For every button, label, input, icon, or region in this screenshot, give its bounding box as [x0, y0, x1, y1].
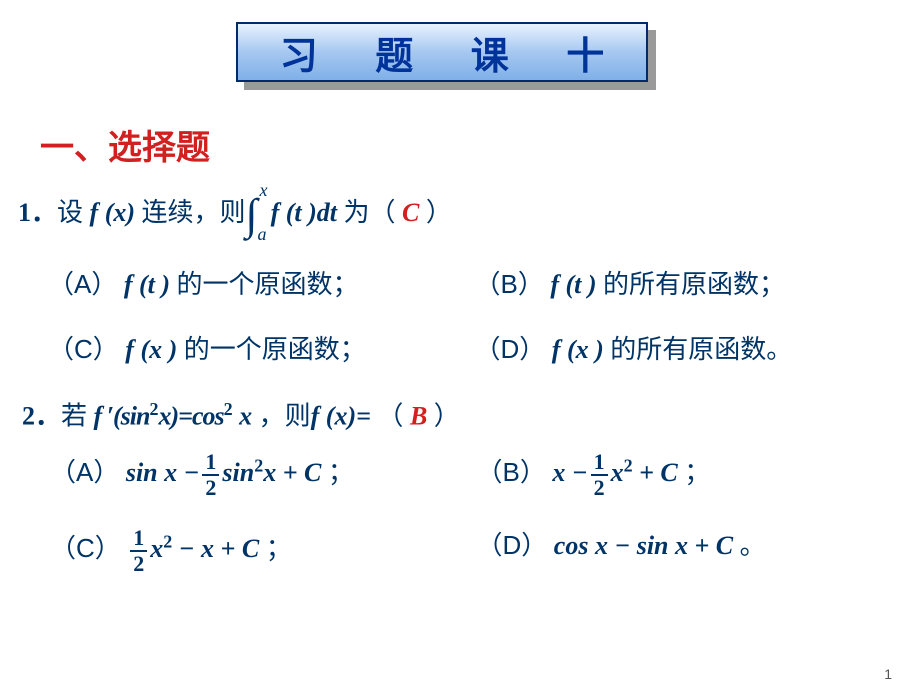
fraction-icon: 12	[202, 451, 219, 499]
q1-answer: C	[402, 198, 419, 227]
q1-option-d: （D） f (x ) 的所有原函数。	[475, 331, 895, 368]
fraction-icon: 12	[130, 527, 147, 575]
q2-option-b: （B） x −12x2 + C ；	[477, 451, 897, 499]
q1-suffix: 为（	[337, 198, 402, 227]
q2-option-row-cd: （C） 12x2 − x + C ； （D） cos x − sin x + C…	[50, 527, 902, 575]
q2-option-a: （A） sin x −12sin2x + C ；	[50, 451, 470, 499]
q2-number: 2．	[22, 401, 61, 430]
integral-lower: a	[258, 222, 267, 247]
q1-option-c: （C） f (x ) 的一个原函数；	[48, 331, 468, 368]
fraction-icon: 12	[591, 451, 608, 499]
q2-option-row-ab: （A） sin x −12sin2x + C ； （B） x −12x2 + C…	[50, 451, 902, 499]
q2-answer: B	[410, 401, 427, 430]
q1-prefix: 设	[57, 198, 83, 227]
question-2-stem: 2．若 f ′(sin2x)=cos2 x ，则f (x)= （ B ）	[22, 397, 902, 435]
integral-sign: ∫xa	[246, 184, 258, 246]
integral-upper: x	[260, 178, 268, 203]
q2-option-c: （C） 12x2 − x + C ；	[50, 527, 470, 575]
q1-fx: f (x)	[90, 198, 135, 227]
question-1-stem: 1．设 f (x) 连续，则∫xa f (t )dt 为（ C ）	[18, 184, 902, 240]
q1-option-b: （B） f (t ) 的所有原函数；	[475, 266, 895, 303]
page-number: 1	[884, 666, 892, 682]
q2-option-d: （D） cos x − sin x + C 。	[477, 527, 897, 564]
q1-number: 1．	[18, 198, 57, 227]
q1-integrand: f (t )dt	[271, 198, 337, 227]
title-container: 习 题 课 十	[236, 22, 656, 90]
section-heading: 一、选择题	[40, 120, 210, 169]
q1-close: ）	[419, 198, 452, 227]
title-box: 习 题 课 十	[236, 22, 648, 82]
q2-options: （A） sin x −12sin2x + C ； （B） x −12x2 + C…	[50, 451, 902, 575]
q1-options: （A） f (t ) 的一个原函数； （B） f (t ) 的所有原函数； （C…	[48, 266, 902, 369]
q1-option-row-cd: （C） f (x ) 的一个原函数； （D） f (x ) 的所有原函数。	[48, 331, 902, 368]
page-title: 习 题 课 十	[256, 25, 629, 80]
content-area: 1．设 f (x) 连续，则∫xa f (t )dt 为（ C ） （A） f …	[18, 184, 902, 603]
q1-option-a: （A） f (t ) 的一个原函数；	[48, 266, 468, 303]
q1-mid: 连续，则	[135, 198, 246, 227]
q1-option-row-ab: （A） f (t ) 的一个原函数； （B） f (t ) 的所有原函数；	[48, 266, 902, 303]
